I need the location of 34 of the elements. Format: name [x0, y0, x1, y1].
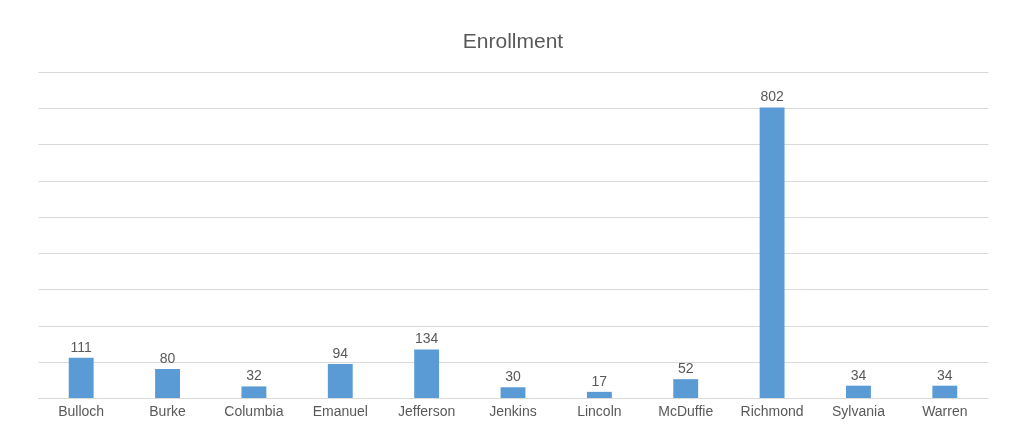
data-label: 111 — [70, 338, 93, 355]
x-tick-label: Lincoln — [577, 402, 622, 419]
bar — [500, 387, 526, 398]
data-label: 17 — [591, 372, 608, 389]
data-label: 134 — [414, 330, 439, 347]
bar — [673, 379, 699, 398]
bar — [846, 385, 871, 398]
bar — [155, 369, 180, 398]
x-tick-label: Burke — [149, 402, 187, 419]
x-tick-label: McDuffie — [658, 402, 714, 419]
data-label: 34 — [937, 366, 953, 383]
chart-title: Enrollment — [462, 29, 564, 52]
data-label: 34 — [850, 366, 867, 383]
data-label: 80 — [159, 350, 176, 367]
x-tick-label: Jenkins — [489, 402, 537, 419]
data-label: 94 — [332, 344, 349, 361]
bar — [241, 386, 267, 398]
bar — [586, 391, 612, 398]
data-label: 30 — [505, 368, 521, 385]
bar — [68, 357, 94, 398]
bar — [759, 107, 785, 398]
x-tick-label: Bulloch — [58, 402, 105, 419]
data-label: 802 — [760, 88, 784, 105]
data-label: 32 — [246, 367, 262, 384]
bar — [414, 349, 440, 398]
x-tick-label: Columbia — [224, 402, 284, 419]
bar — [932, 385, 958, 398]
x-tick-label: Jefferson — [397, 402, 456, 419]
bar — [327, 363, 353, 398]
data-label: 52 — [677, 360, 694, 377]
x-tick-label: Richmond — [740, 402, 804, 419]
x-tick-label: Warren — [922, 402, 968, 419]
x-tick-label: Sylvania — [831, 402, 886, 419]
x-tick-label: Emanuel — [312, 402, 368, 419]
